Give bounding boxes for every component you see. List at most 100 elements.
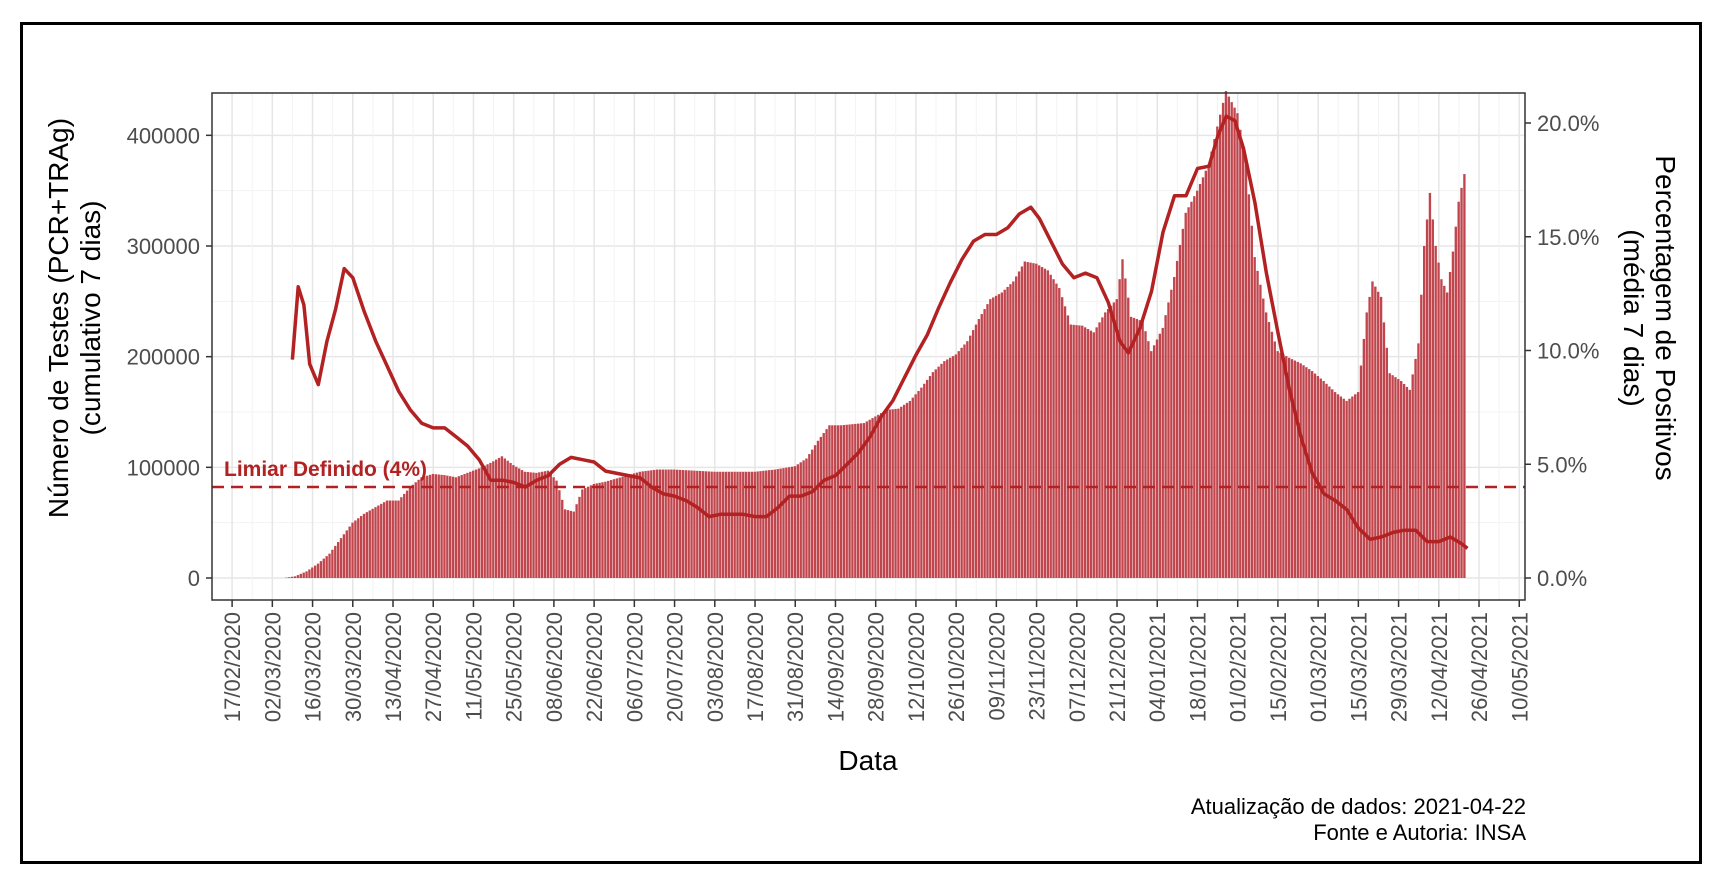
bar <box>1063 306 1067 578</box>
bar <box>1293 360 1297 578</box>
bar <box>770 469 774 578</box>
bar <box>302 572 305 578</box>
bar <box>681 470 685 578</box>
bar <box>1173 276 1176 578</box>
bar <box>644 471 647 578</box>
x-tick-label: 14/09/2020 <box>823 612 848 722</box>
bar <box>1379 296 1383 578</box>
bar <box>831 425 834 578</box>
bar <box>1023 261 1027 578</box>
bar <box>535 472 538 578</box>
x-tick-label: 15/02/2021 <box>1266 612 1291 722</box>
bar <box>1316 376 1320 578</box>
bar <box>753 471 756 578</box>
bar <box>1015 276 1018 578</box>
bar <box>1198 184 1202 578</box>
bar <box>566 510 570 578</box>
bar <box>311 567 314 578</box>
bar <box>1348 398 1351 578</box>
bar <box>925 379 929 578</box>
bar <box>1204 170 1208 578</box>
x-tick-label: 17/02/2020 <box>220 612 245 722</box>
bar <box>971 330 975 578</box>
bar <box>1414 358 1417 578</box>
bar <box>1012 281 1015 578</box>
bar <box>1115 299 1118 578</box>
bar <box>638 471 642 578</box>
bar <box>308 569 311 578</box>
x-tick-label: 27/04/2020 <box>421 612 446 722</box>
bar <box>1290 359 1294 578</box>
bar <box>558 490 561 578</box>
bar <box>994 295 998 578</box>
x-tick-label: 01/02/2021 <box>1226 612 1251 722</box>
bar <box>1362 338 1366 578</box>
bar <box>1078 325 1081 578</box>
bar <box>822 433 825 578</box>
bar <box>1003 289 1006 578</box>
bar <box>1328 386 1331 578</box>
bar <box>721 471 725 578</box>
bar-series <box>285 91 1466 579</box>
bar <box>1104 312 1107 578</box>
bar <box>325 556 328 578</box>
caption-update: Atualização de dados: 2021-04-22 <box>1191 794 1526 819</box>
bar <box>986 304 989 578</box>
bar <box>466 472 469 578</box>
bar <box>848 424 851 578</box>
bar <box>1009 284 1012 578</box>
bar <box>1150 351 1153 578</box>
bar <box>762 470 765 578</box>
bar <box>966 341 969 578</box>
bar <box>1075 325 1078 578</box>
bar <box>1319 378 1322 578</box>
bar <box>828 425 831 578</box>
bar <box>1164 315 1167 578</box>
x-tick-label: 01/03/2021 <box>1306 612 1331 722</box>
bar <box>948 357 952 578</box>
bar <box>630 474 633 578</box>
bar <box>773 469 777 578</box>
bar <box>1152 345 1156 578</box>
bar <box>859 423 863 578</box>
x-tick-label: 18/01/2021 <box>1185 612 1210 722</box>
bar <box>322 558 325 578</box>
bar <box>1101 317 1104 578</box>
bar <box>989 299 992 578</box>
bar <box>885 409 889 578</box>
bar <box>1193 196 1196 578</box>
bar <box>1371 281 1374 578</box>
bar <box>687 470 690 578</box>
bar <box>1262 298 1265 578</box>
y-right-tick-label: 20.0% <box>1537 111 1599 136</box>
bar <box>946 359 949 578</box>
bar <box>808 454 811 578</box>
bar <box>446 475 449 578</box>
bar <box>983 309 986 578</box>
bar <box>331 549 334 578</box>
bar <box>960 347 963 578</box>
bar <box>1181 228 1185 578</box>
bar <box>710 471 713 578</box>
bar <box>707 471 710 578</box>
bar <box>974 324 978 578</box>
bar <box>1043 268 1047 578</box>
bar <box>664 469 667 578</box>
bar <box>1175 260 1179 578</box>
bar <box>1038 265 1041 578</box>
bar <box>1244 163 1248 578</box>
bar <box>1333 392 1337 578</box>
bar <box>1187 207 1190 578</box>
bar <box>543 471 547 578</box>
bar <box>517 468 521 578</box>
bar <box>380 503 383 578</box>
bar <box>374 507 377 578</box>
bar <box>632 473 636 578</box>
bar <box>460 475 463 578</box>
bar <box>1092 332 1095 578</box>
x-tick-label: 26/10/2020 <box>944 612 969 722</box>
bar <box>621 476 624 578</box>
bar <box>601 482 604 578</box>
bar <box>739 471 742 578</box>
bar <box>1135 319 1139 578</box>
